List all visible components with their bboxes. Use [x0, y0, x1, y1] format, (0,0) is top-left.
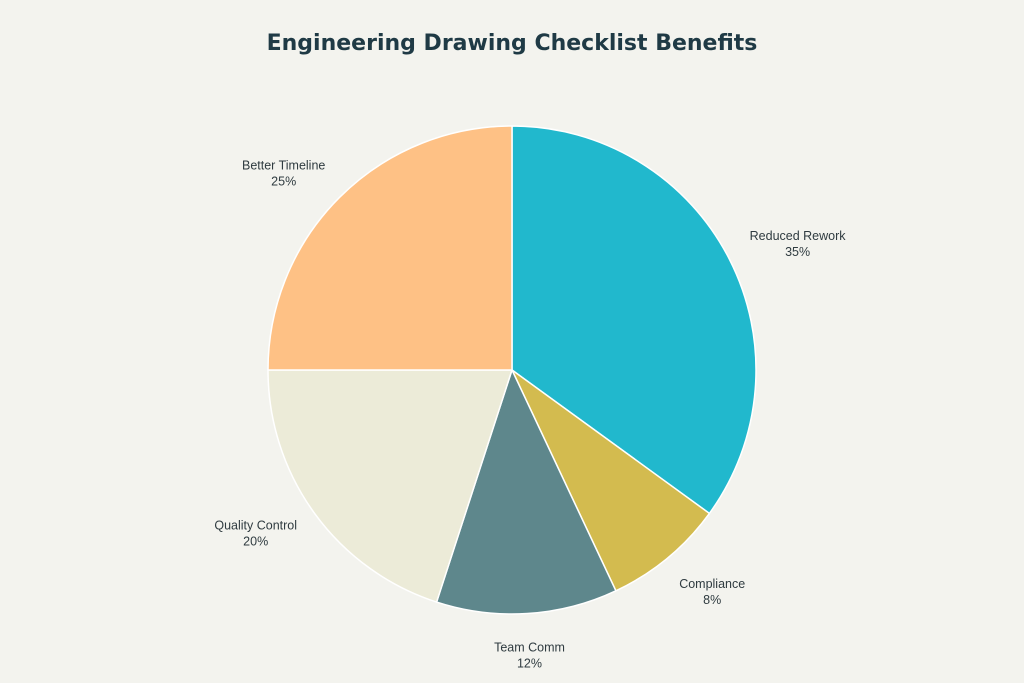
chart-title: Engineering Drawing Checklist Benefits	[267, 31, 758, 56]
slice-label-team-comm: Team Comm	[494, 641, 565, 655]
pie-slice-reduced-rework	[511, 125, 757, 515]
slice-label-better-timeline: Better Timeline	[242, 158, 325, 172]
slice-label-quality-control: Quality Control	[214, 518, 297, 532]
pie-slice-compliance	[511, 369, 711, 592]
pie-slice-better-timeline	[267, 125, 513, 371]
slice-value-team-comm: 12%	[517, 657, 542, 671]
slice-value-reduced-rework: 35%	[785, 245, 810, 259]
slice-label-compliance: Compliance	[679, 577, 745, 591]
pie-slice-team-comm	[435, 369, 617, 615]
pie-slices	[267, 125, 757, 615]
slice-value-compliance: 8%	[703, 593, 721, 607]
slice-value-quality-control: 20%	[243, 534, 268, 548]
slice-value-better-timeline: 25%	[271, 174, 296, 188]
slice-labels: Reduced Rework 35% Compliance 8% Team Comm 12…	[214, 158, 846, 670]
pie-slice-quality-control	[267, 369, 513, 603]
slice-label-reduced-rework: Reduced Rework	[750, 229, 847, 243]
